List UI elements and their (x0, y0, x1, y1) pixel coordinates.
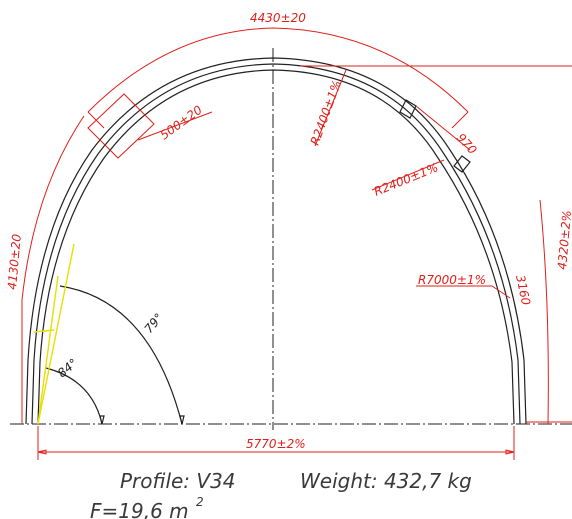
base-width-label: 5770±2% (246, 437, 306, 451)
angle-arrow-outer (179, 415, 185, 425)
angle-arrow-inner (99, 415, 105, 425)
angle-arc-outer (59, 285, 183, 425)
top-arc-dimension (87, 27, 469, 113)
segment-box (87, 93, 155, 159)
marker-line-short (37, 275, 59, 425)
radius-mid-label: R2400±1% (372, 160, 440, 198)
angle-outer-label: 79° (142, 311, 166, 336)
marker-tick (33, 329, 55, 333)
top-arc-ext-right (451, 111, 469, 129)
side-length-label: 3160 (513, 274, 533, 307)
arch-inner (37, 69, 515, 425)
area-label: F=19,6 m (90, 499, 189, 519)
weight-label: Weight: 432,7 kg (300, 469, 472, 493)
profile-label: Profile: V34 (120, 469, 236, 493)
segment-label: 500±20 (158, 103, 206, 143)
radius-mid-leader (371, 159, 445, 191)
left-arc-label: 4130±20 (5, 233, 24, 290)
radius-side-label: R7000±1% (418, 273, 486, 287)
segment-leader (137, 111, 213, 141)
radius-side-leader-tip (491, 285, 511, 299)
arch-middle (31, 63, 521, 425)
area-superscript: 2 (196, 495, 204, 509)
arch-outer (25, 57, 527, 425)
radius-top-label: R2400±1% (308, 78, 344, 147)
top-arc-label: 4430±20 (250, 11, 306, 25)
overlap-clamp-bottom (453, 155, 471, 173)
left-arc-dimension (21, 115, 85, 424)
base-arrows (37, 449, 515, 455)
marker-line-long (37, 243, 75, 425)
overlap-label: 970 (454, 131, 480, 158)
right-arc-label: 4320±2% (555, 210, 572, 271)
overlap-dimension (415, 105, 471, 151)
radius-top-leader (314, 69, 347, 147)
angle-inner-label: 84° (55, 356, 80, 380)
angle-arc-inner (45, 367, 103, 425)
right-arc-dimension (539, 199, 549, 425)
